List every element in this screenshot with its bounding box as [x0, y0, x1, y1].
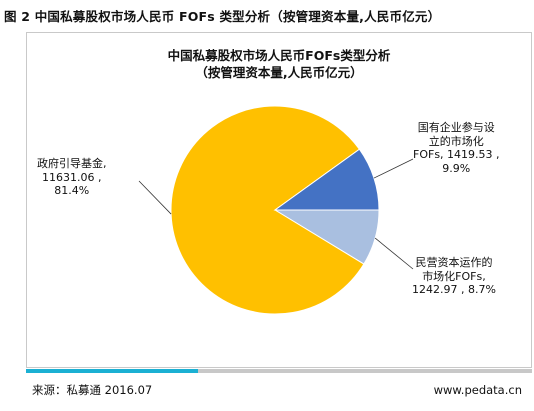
footer-divider: [26, 369, 532, 373]
slice-label-line: 政府引导基金,: [37, 157, 107, 170]
slice-label-line: 11631.06 ,: [42, 170, 102, 184]
slice-label-line: 1242.97 , 8.7%: [412, 283, 496, 296]
slice-label-line: 81.4%: [54, 184, 90, 197]
chart-card: 中国私募股权市场人民币FOFs类型分析 （按管理资本量,人民币亿元） 政府引导基…: [26, 32, 532, 368]
chart-title: 中国私募股权市场人民币FOFs类型分析: [167, 48, 391, 63]
leader-line: [374, 237, 414, 270]
pie-slice-government: [170, 105, 365, 315]
slice-label-line: FOFs, 1419.53 ,: [413, 148, 500, 161]
slice-label-line: 9.9%: [442, 161, 471, 175]
source-note: 来源：私募通 2016.07: [32, 383, 153, 397]
website-link[interactable]: www.pedata.cn: [433, 383, 522, 397]
chart-subtitle: （按管理资本量,人民币亿元）: [195, 65, 363, 80]
leader-line: [138, 180, 172, 215]
footer-accent: [26, 369, 198, 373]
figure-caption: 图 2 中国私募股权市场人民币 FOFs 类型分析（按管理资本量,人民币亿元）: [4, 9, 441, 24]
slice-label-line: 民营资本运作的: [415, 256, 493, 269]
footer: 来源：私募通 2016.07 www.pedata.cn: [26, 376, 532, 404]
pie-chart: [138, 105, 414, 315]
chart-title-block: 中国私募股权市场人民币FOFs类型分析 （按管理资本量,人民币亿元）: [27, 47, 531, 81]
slice-label-line: 国有企业参与设: [417, 121, 495, 134]
slice-label-line: 市场化FOFs,: [422, 269, 486, 283]
slice-label-soe: 国有企业参与设 立的市场化 FOFs, 1419.53 , 9.9%: [413, 121, 500, 175]
leader-line: [373, 158, 414, 179]
slice-label-line: 立的市场化: [428, 134, 484, 148]
slice-label-government: 政府引导基金, 11631.06 , 81.4%: [37, 157, 107, 198]
slice-label-private: 民营资本运作的 市场化FOFs, 1242.97 , 8.7%: [412, 256, 496, 297]
